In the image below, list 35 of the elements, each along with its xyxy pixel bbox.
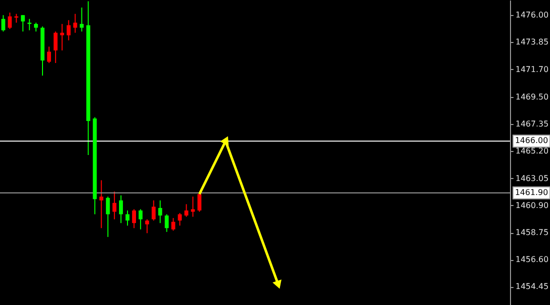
ref-line-label: 1461.90 bbox=[514, 188, 548, 197]
y-tick-label: 1463.05 bbox=[516, 174, 549, 183]
y-tick-label: 1458.75 bbox=[516, 228, 549, 238]
candlestick bbox=[145, 218, 150, 234]
candlestick bbox=[106, 196, 110, 238]
candlestick bbox=[27, 18, 32, 31]
y-tick-label: 1467.35 bbox=[516, 120, 549, 129]
candlestick bbox=[99, 180, 104, 229]
candlestick bbox=[152, 200, 156, 222]
candlestick bbox=[73, 13, 78, 34]
candlestick bbox=[126, 210, 130, 226]
candlestick bbox=[60, 23, 64, 51]
candlestick bbox=[132, 208, 136, 229]
candlestick bbox=[138, 208, 143, 230]
y-tick-label: 1469.50 bbox=[516, 92, 549, 102]
candlestick bbox=[184, 204, 188, 218]
candlestick bbox=[54, 31, 58, 64]
y-tick-label: 1476.00 bbox=[516, 10, 549, 20]
y-tick-label: 1456.60 bbox=[516, 255, 549, 264]
y-tick-label: 1471.70 bbox=[516, 64, 549, 74]
candlestick bbox=[119, 194, 123, 224]
candlestick bbox=[8, 12, 12, 30]
candlestick bbox=[197, 192, 202, 212]
y-tick-label: 1465.20 bbox=[516, 146, 549, 156]
candlestick bbox=[190, 196, 195, 218]
candlestick bbox=[178, 212, 182, 226]
candlestick bbox=[20, 14, 25, 32]
y-tick-label: 1460.90 bbox=[516, 200, 549, 210]
candlestick bbox=[158, 200, 162, 224]
candlestick bbox=[47, 46, 51, 64]
candlestick bbox=[112, 191, 116, 220]
ref-line-label: 1466.00 bbox=[514, 136, 548, 146]
y-tick-label: 1473.85 bbox=[516, 38, 549, 47]
y-tick-label: 1454.45 bbox=[516, 282, 549, 292]
candlestick bbox=[66, 20, 71, 41]
